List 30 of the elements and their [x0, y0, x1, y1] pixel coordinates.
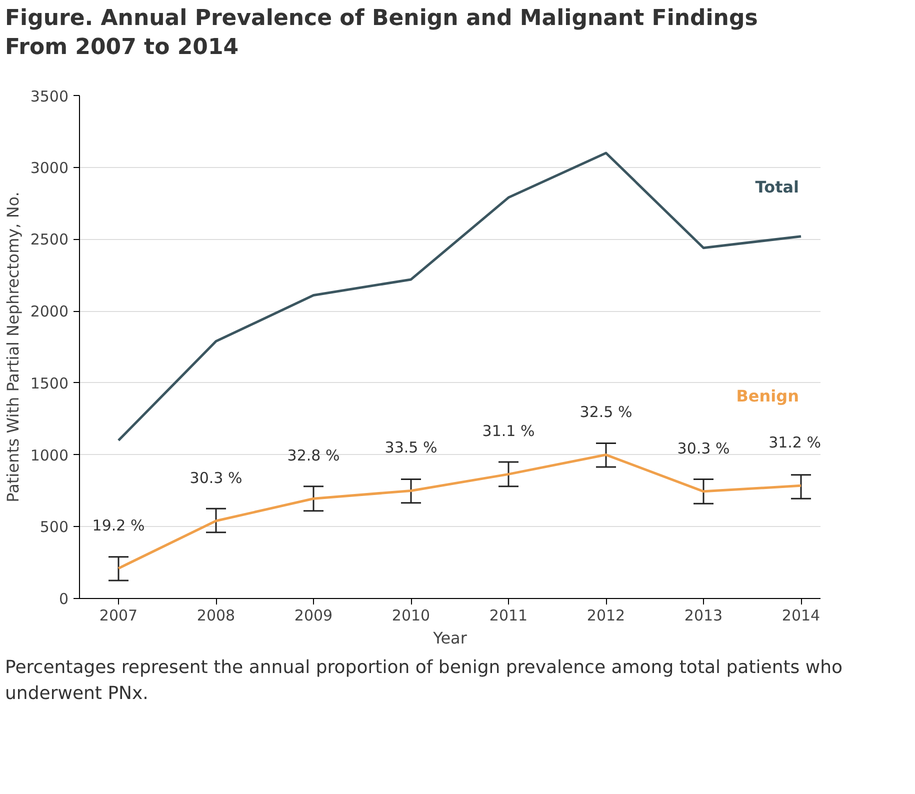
y-tick-label: 3000 [30, 158, 69, 177]
annotation: 30.3 % [677, 439, 730, 458]
x-axis-title: Year [432, 628, 468, 648]
annotation: 31.2 % [768, 434, 821, 452]
text: Percentages represent the annual proportion of benign prevalence among total patients who underwent PNx. [5, 656, 844, 706]
chart-title: Figure. Annual Prevalence of Benign and Malignant Findings From 2007 to 2014 [5, 5, 758, 62]
x-tick-label: 2008 [196, 606, 236, 624]
x-tick-label: 2013 [684, 606, 723, 624]
annotation: 31.1 % [482, 422, 535, 440]
text: Benign [736, 386, 799, 406]
text: Total [755, 177, 800, 196]
y-tick-label: 0 [58, 590, 69, 608]
y-tick-label: 500 [40, 518, 69, 536]
x-tick-label: 2011 [489, 606, 528, 624]
x-tick-label: 2009 [294, 606, 333, 624]
y-axis-title: Patients With Partial Nephrectomy, No. [3, 192, 22, 502]
x-tick-label: 2012 [586, 606, 626, 624]
x-tick-label: 2010 [392, 606, 430, 624]
y-tick-label: 2500 [30, 230, 69, 249]
annotation: 19.2 % [92, 516, 145, 534]
y-tick-label: 2000 [30, 302, 69, 321]
y-tick-label: 1000 [30, 446, 69, 464]
annotation: 32.5 % [580, 402, 632, 421]
annotation: 33.5 % [384, 438, 438, 457]
x-tick-label: 2014 [782, 606, 820, 624]
annotation: 30.3 % [190, 468, 242, 487]
annotation: 32.8 % [287, 446, 340, 465]
y-tick-label: 1500 [30, 374, 69, 392]
x-tick-label: 2007 [99, 606, 138, 624]
y-tick-label: 3500 [30, 88, 69, 106]
